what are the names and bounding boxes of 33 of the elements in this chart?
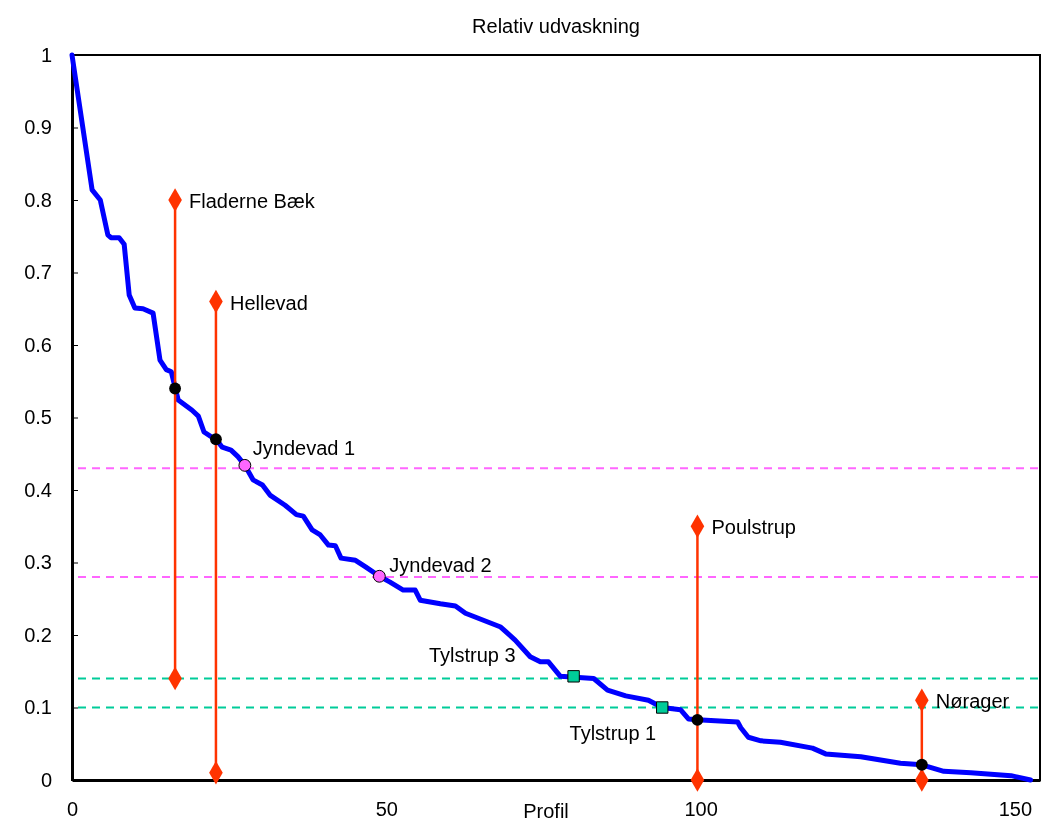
point bbox=[656, 701, 669, 714]
point bbox=[915, 758, 928, 771]
x-tick-label: 100 bbox=[684, 798, 718, 821]
y-tick-label: 0.7 bbox=[24, 261, 52, 284]
y-tick-label: 0.2 bbox=[24, 623, 52, 646]
series-label: Nørager bbox=[935, 690, 1010, 713]
y-tick-label: 0.3 bbox=[24, 551, 52, 574]
x-axis-title: Profil bbox=[523, 800, 569, 822]
y-tick-label: 0.6 bbox=[24, 333, 52, 356]
point bbox=[210, 433, 222, 446]
series-label: Poulstrup bbox=[711, 516, 796, 539]
x-tick-label: 50 bbox=[375, 798, 398, 821]
text: Tylstrup 3 bbox=[428, 644, 516, 667]
y-tick-label: 0.9 bbox=[24, 116, 52, 139]
series-label: Tylstrup 1 bbox=[569, 721, 657, 744]
y-tick-label: 1 bbox=[40, 43, 52, 66]
series-label: Hellevad bbox=[229, 291, 308, 314]
series-label: Jyndevad 2 bbox=[389, 554, 492, 577]
chart-title: Relativ udvaskning bbox=[472, 15, 640, 37]
y-tick-label: 0.5 bbox=[24, 406, 52, 429]
point bbox=[567, 670, 580, 683]
series-label: Fladerne Bæk bbox=[189, 190, 316, 212]
x-tick-label: 150 bbox=[998, 798, 1033, 821]
series-label: Jyndevad 1 bbox=[252, 437, 356, 460]
y-tick-label: 0.8 bbox=[24, 188, 52, 211]
y-tick-label: 0 bbox=[40, 768, 52, 791]
x-tick-label: 0 bbox=[66, 798, 79, 821]
point bbox=[169, 382, 181, 395]
y-tick-label: 0.1 bbox=[24, 696, 52, 719]
point bbox=[238, 458, 252, 472]
point bbox=[691, 713, 704, 726]
y-tick-label: 0.4 bbox=[24, 478, 52, 501]
point bbox=[372, 569, 386, 583]
